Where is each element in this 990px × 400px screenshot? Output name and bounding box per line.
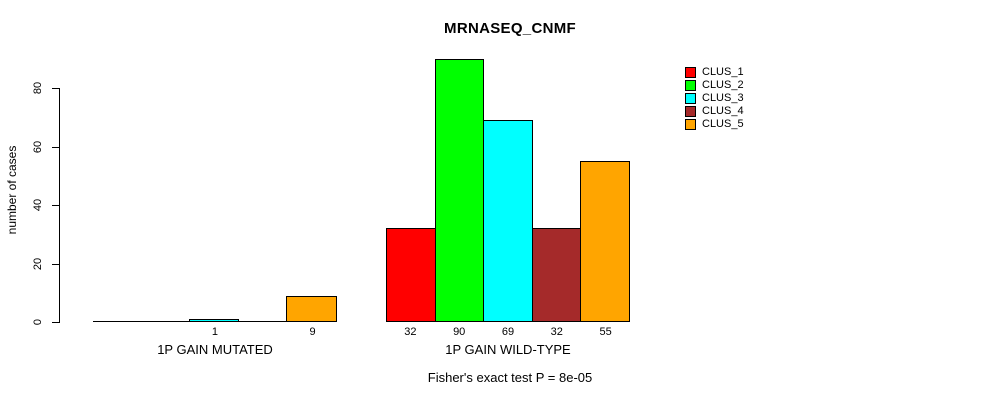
bar-clus_5: [286, 296, 337, 322]
fisher-test-annotation: Fisher's exact test P = 8e-05: [427, 370, 593, 385]
legend-swatch: [685, 119, 696, 130]
bar-clus_1: [386, 228, 436, 322]
legend-swatch: [685, 80, 696, 91]
bar-clus_1: [93, 321, 142, 322]
y-tick-label: 0: [32, 318, 44, 326]
group-axis-label: 1P GAIN WILD-TYPE: [445, 342, 571, 357]
bar-clus_2: [140, 321, 190, 322]
bar-clus_3: [483, 120, 533, 322]
legend: CLUS_1 CLUS_2 CLUS_3 CLUS_4 CLUS_5: [685, 66, 744, 131]
legend-entry: CLUS_2: [685, 79, 744, 92]
legend-entry: CLUS_5: [685, 118, 744, 131]
y-tick-label: 80: [32, 81, 44, 95]
y-tick-mark: [52, 322, 59, 323]
group-axis-label: 1P GAIN MUTATED: [157, 342, 273, 357]
bar-group: [93, 50, 337, 322]
bar-value-label: 90: [453, 326, 466, 338]
y-tick-mark: [52, 147, 59, 148]
bar-value-label: 32: [550, 326, 563, 338]
y-tick-label: 40: [32, 198, 44, 212]
legend-label: CLUS_4: [702, 105, 744, 117]
y-tick-label: 20: [32, 257, 44, 271]
y-axis-label: number of cases: [5, 145, 19, 235]
y-axis-line: [59, 88, 60, 323]
y-tick-mark: [52, 205, 59, 206]
legend-entry: CLUS_1: [685, 66, 744, 79]
bar-clus_4: [238, 321, 288, 322]
legend-entry: CLUS_4: [685, 105, 744, 118]
chart-title: MRNASEQ_CNMF: [444, 20, 576, 37]
bar-value-labels: 32 90 69 32 55: [386, 326, 630, 338]
legend-swatch: [685, 93, 696, 104]
y-tick-label: 60: [32, 140, 44, 154]
bar-value-label: [142, 326, 191, 338]
bar-value-label: 32: [404, 326, 417, 338]
bar-value-label: 9: [309, 326, 316, 338]
legend-entry: CLUS_3: [685, 92, 744, 105]
legend-swatch: [685, 67, 696, 78]
bar-clus_2: [434, 59, 485, 322]
y-tick-mark: [52, 264, 59, 265]
bar-group: [386, 50, 630, 322]
bar-clus_4: [531, 228, 582, 322]
legend-label: CLUS_3: [702, 92, 744, 104]
bar-clus_5: [580, 161, 630, 322]
legend-label: CLUS_5: [702, 118, 744, 130]
bar-value-label: 55: [599, 326, 612, 338]
legend-label: CLUS_2: [702, 79, 744, 91]
legend-label: CLUS_1: [702, 66, 744, 78]
legend-swatch: [685, 106, 696, 117]
bar-value-label: [239, 326, 288, 338]
y-tick-mark: [52, 88, 59, 89]
bar-clus_3: [188, 319, 240, 322]
bar-value-label: [93, 326, 142, 338]
bar-value-label: 1: [211, 326, 219, 338]
bar-value-label: 69: [501, 326, 515, 338]
